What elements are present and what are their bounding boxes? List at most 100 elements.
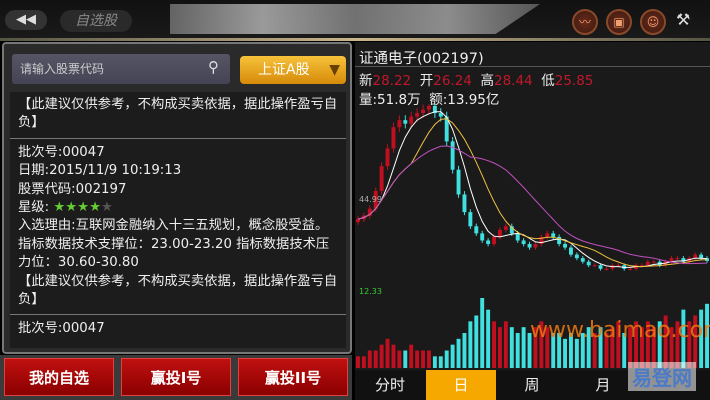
volume-bar — [616, 321, 621, 368]
candle-body — [498, 229, 502, 237]
new-price: 28.22 — [372, 73, 412, 89]
open-price: 26.24 — [433, 73, 472, 89]
site-logo: 易登网 — [628, 362, 696, 391]
search-icon[interactable]: ⚲ — [208, 58, 219, 76]
tab-weekly[interactable]: 周 — [524, 376, 540, 394]
user-icon[interactable]: ☺ — [640, 9, 666, 35]
volume-bar — [539, 321, 544, 368]
tab-monthly[interactable]: 月 — [595, 376, 611, 394]
high-price: 28.44 — [494, 73, 533, 89]
candle-body — [509, 226, 514, 234]
candle-body — [421, 109, 425, 114]
candle-body — [468, 212, 473, 227]
volume-bar — [474, 315, 479, 368]
volume-bar — [533, 327, 538, 368]
candle-body — [391, 127, 396, 149]
recommendation-list[interactable]: 【此建议仅供参考，不构成买卖依据，据此操作盈亏自负】 批次号:00047 日期:… — [10, 92, 346, 348]
volume-bar — [663, 315, 668, 368]
candle-body — [444, 116, 449, 142]
volume-bar — [580, 333, 585, 368]
ma10-line — [357, 118, 708, 268]
volume-bar — [456, 338, 461, 368]
candle-body — [586, 261, 591, 266]
star-filled-icon: ★ — [65, 200, 78, 216]
tools-icon[interactable]: ⚒ — [676, 10, 691, 29]
star-empty-icon: ★ — [101, 200, 113, 216]
record-date: 日期:2015/11/9 10:19:13 — [18, 163, 182, 179]
watermark: www.baimao.com — [530, 318, 710, 343]
volume-bar — [421, 350, 425, 368]
selection-reason: 入选理由:互联网金融纳入十三五规划，概念股受益。 指标数据技术支撑位：23.00… — [18, 218, 330, 271]
volume-bar — [356, 356, 360, 368]
volume-bar — [403, 350, 408, 368]
tab-daily[interactable]: 日 — [426, 370, 496, 400]
volume-bar — [432, 356, 437, 368]
dropdown-triangle-icon: ▼ — [329, 62, 340, 78]
volume-bar — [438, 356, 443, 368]
note-icon[interactable]: ▣ — [606, 9, 632, 35]
price-row: 新28.22 开26.24 高28.44 低25.85 — [359, 69, 593, 89]
candle-body — [645, 261, 650, 266]
volume-bar — [468, 321, 473, 368]
volume-bar — [657, 321, 662, 368]
candle-body — [705, 258, 709, 261]
volume-value: 量:51.8万 — [359, 92, 421, 108]
yingtou-1-button[interactable]: 赢投I号 — [121, 358, 231, 396]
volume-bar — [509, 327, 514, 368]
stock-code-search-input[interactable] — [12, 54, 230, 84]
volume-bar — [592, 333, 597, 368]
volume-bar — [545, 327, 550, 368]
candle-body — [427, 106, 431, 110]
kline-chart[interactable]: 44.99 12.33 — [355, 104, 710, 370]
volume-bar — [361, 356, 366, 368]
volume-bar — [486, 309, 491, 368]
volume-bar — [480, 298, 485, 368]
disclaimer-text: 【此建议仅供参考，不构成买卖依据，据此操作盈亏自负】 — [18, 273, 338, 308]
volume-bar — [462, 333, 467, 368]
candle-body — [415, 113, 420, 117]
candle-body — [699, 254, 704, 259]
volume-bar — [640, 327, 644, 368]
candle-body — [557, 236, 562, 244]
yingtou-2-button[interactable]: 赢投II号 — [238, 358, 348, 396]
candle-body — [462, 194, 467, 213]
volume-bar — [391, 344, 396, 368]
volume-bar — [651, 327, 656, 368]
market-dropdown[interactable]: 上证A股 ▼ — [240, 56, 346, 84]
volume-bar — [705, 303, 709, 368]
volume-bar — [574, 338, 579, 368]
stock-quote-panel: 证通电子(002197) 新28.22 开26.24 高28.44 低25.85… — [355, 42, 710, 370]
candle-body — [693, 254, 698, 259]
top-bar: ◀◀ 自选股 〰 ▣ ☺ ⚒ — [0, 0, 710, 41]
star-filled-icon: ★ — [53, 200, 66, 216]
volume-bar — [687, 321, 692, 368]
candle-body — [539, 236, 544, 244]
candle-body — [515, 233, 520, 241]
candle-body — [486, 240, 491, 244]
candle-body — [545, 233, 550, 237]
volume-bar — [427, 350, 431, 368]
volume-bar — [527, 333, 532, 368]
recommendation-panel: ⚲ 上证A股 ▼ 【此建议仅供参考，不构成买卖依据，据此操作盈亏自负】 批次号:0… — [2, 42, 352, 354]
candle-body — [409, 116, 414, 124]
star-rating: 星级: ★★★★★ — [18, 199, 338, 217]
candle-body — [580, 258, 585, 262]
back-button[interactable]: ◀◀ — [5, 10, 47, 30]
candle-body — [651, 261, 656, 263]
volume-bar — [521, 327, 526, 368]
candle-body — [373, 190, 378, 209]
my-watchlist-button[interactable]: 我的自选 — [4, 358, 114, 396]
candle-body — [356, 219, 360, 223]
candle-body — [574, 254, 579, 259]
star-filled-icon: ★ — [77, 200, 90, 216]
candle-body — [474, 226, 479, 234]
volume-bar — [563, 338, 567, 368]
candle-body — [533, 244, 538, 248]
candle-body — [403, 120, 408, 124]
candle-body — [450, 141, 455, 170]
candle-body — [563, 244, 567, 248]
batch-number: 批次号:00047 — [18, 321, 105, 337]
trend-chart-icon[interactable]: 〰 — [572, 9, 598, 35]
tab-intraday[interactable]: 分时 — [374, 376, 405, 394]
candle-body — [669, 258, 674, 262]
